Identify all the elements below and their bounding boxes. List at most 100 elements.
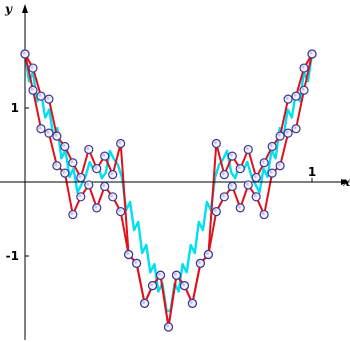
data-point bbox=[211, 207, 221, 217]
data-point-highlight bbox=[269, 170, 273, 174]
data-point-highlight bbox=[118, 209, 122, 213]
data-point bbox=[267, 168, 277, 178]
data-point bbox=[100, 151, 110, 161]
data-point-highlight bbox=[277, 163, 281, 167]
data-point-highlight bbox=[110, 194, 114, 198]
data-point-highlight bbox=[54, 163, 58, 167]
data-point bbox=[251, 192, 261, 202]
data-point bbox=[84, 180, 94, 190]
data-point-highlight bbox=[70, 160, 74, 164]
y-tick-label: 1 bbox=[11, 101, 19, 115]
y-axis-arrowhead bbox=[22, 4, 28, 13]
data-point-highlight bbox=[253, 175, 257, 179]
data-point-highlight bbox=[229, 183, 233, 187]
data-point bbox=[251, 172, 261, 183]
data-point-highlight bbox=[213, 141, 217, 145]
data-point-highlight bbox=[253, 194, 257, 198]
data-point bbox=[163, 322, 174, 332]
data-point-highlight bbox=[86, 146, 90, 150]
data-point-highlight bbox=[221, 194, 225, 198]
data-point-highlight bbox=[189, 300, 193, 304]
data-point bbox=[108, 192, 118, 202]
data-point bbox=[116, 138, 126, 149]
data-point bbox=[68, 209, 78, 220]
data-point-highlight bbox=[237, 205, 241, 209]
data-point bbox=[52, 131, 62, 141]
data-point-highlight bbox=[46, 130, 50, 134]
data-point-highlight bbox=[118, 141, 122, 145]
data-point-highlight bbox=[78, 175, 82, 179]
data-point-highlight bbox=[142, 300, 146, 304]
data-point-highlight bbox=[94, 205, 98, 209]
data-point-highlight bbox=[94, 166, 98, 170]
data-point bbox=[267, 141, 277, 152]
x-tick-label: 1 bbox=[308, 165, 316, 179]
data-point-highlight bbox=[293, 126, 297, 130]
data-point bbox=[187, 298, 198, 308]
data-point-highlight bbox=[205, 252, 209, 256]
data-point bbox=[139, 298, 150, 308]
data-point-highlight bbox=[285, 130, 289, 134]
data-point bbox=[28, 85, 38, 95]
data-point-highlight bbox=[62, 143, 66, 147]
data-point-highlight bbox=[261, 212, 265, 216]
data-point bbox=[275, 161, 285, 171]
data-point-highlight bbox=[277, 133, 281, 137]
data-point-highlight bbox=[134, 260, 138, 264]
data-point-highlight bbox=[301, 65, 305, 69]
data-point bbox=[299, 85, 309, 95]
data-point bbox=[243, 180, 253, 190]
data-point-highlight bbox=[173, 272, 177, 276]
data-point bbox=[36, 124, 46, 134]
data-point-highlight bbox=[213, 209, 217, 213]
data-point bbox=[291, 91, 301, 101]
data-point bbox=[243, 144, 253, 155]
data-point bbox=[195, 258, 205, 268]
data-point bbox=[76, 172, 86, 183]
data-point-highlight bbox=[237, 166, 241, 170]
cyan-oscillation-series bbox=[23, 53, 314, 312]
data-point bbox=[227, 151, 237, 161]
data-point bbox=[219, 192, 229, 202]
data-point-highlight bbox=[102, 153, 106, 157]
data-point-highlight bbox=[22, 51, 26, 55]
data-point bbox=[116, 207, 126, 217]
data-point bbox=[227, 181, 237, 192]
data-point-highlight bbox=[181, 283, 185, 287]
data-point-highlight bbox=[245, 146, 249, 150]
data-point-highlight bbox=[221, 172, 225, 176]
x-axis-label: x bbox=[342, 175, 350, 189]
data-point bbox=[100, 181, 110, 192]
data-point-highlight bbox=[293, 93, 297, 97]
data-point-highlight bbox=[309, 51, 313, 55]
data-point-highlight bbox=[70, 212, 74, 216]
data-point-highlight bbox=[46, 96, 50, 100]
data-point bbox=[259, 158, 269, 168]
data-point-highlight bbox=[158, 272, 162, 276]
data-point bbox=[76, 192, 86, 202]
data-point-highlight bbox=[166, 324, 169, 328]
data-point bbox=[132, 258, 142, 268]
red-envelope-series bbox=[24, 53, 313, 328]
data-point bbox=[283, 128, 293, 138]
data-point bbox=[259, 209, 269, 220]
data-point bbox=[235, 203, 245, 213]
y-axis-label: y bbox=[4, 2, 13, 16]
data-point bbox=[60, 168, 70, 178]
data-point bbox=[68, 158, 78, 168]
data-point bbox=[171, 270, 182, 280]
data-point bbox=[20, 49, 30, 59]
data-point bbox=[44, 94, 54, 104]
data-point bbox=[235, 164, 245, 174]
data-point-highlight bbox=[269, 143, 273, 147]
data-point bbox=[179, 281, 190, 291]
data-point bbox=[84, 144, 94, 155]
cyan-series-line bbox=[23, 53, 314, 312]
data-point-highlight bbox=[102, 183, 106, 187]
data-point bbox=[291, 124, 301, 134]
data-point bbox=[44, 128, 54, 138]
data-point bbox=[307, 49, 317, 59]
data-point-highlight bbox=[229, 153, 233, 157]
data-point bbox=[92, 164, 102, 174]
